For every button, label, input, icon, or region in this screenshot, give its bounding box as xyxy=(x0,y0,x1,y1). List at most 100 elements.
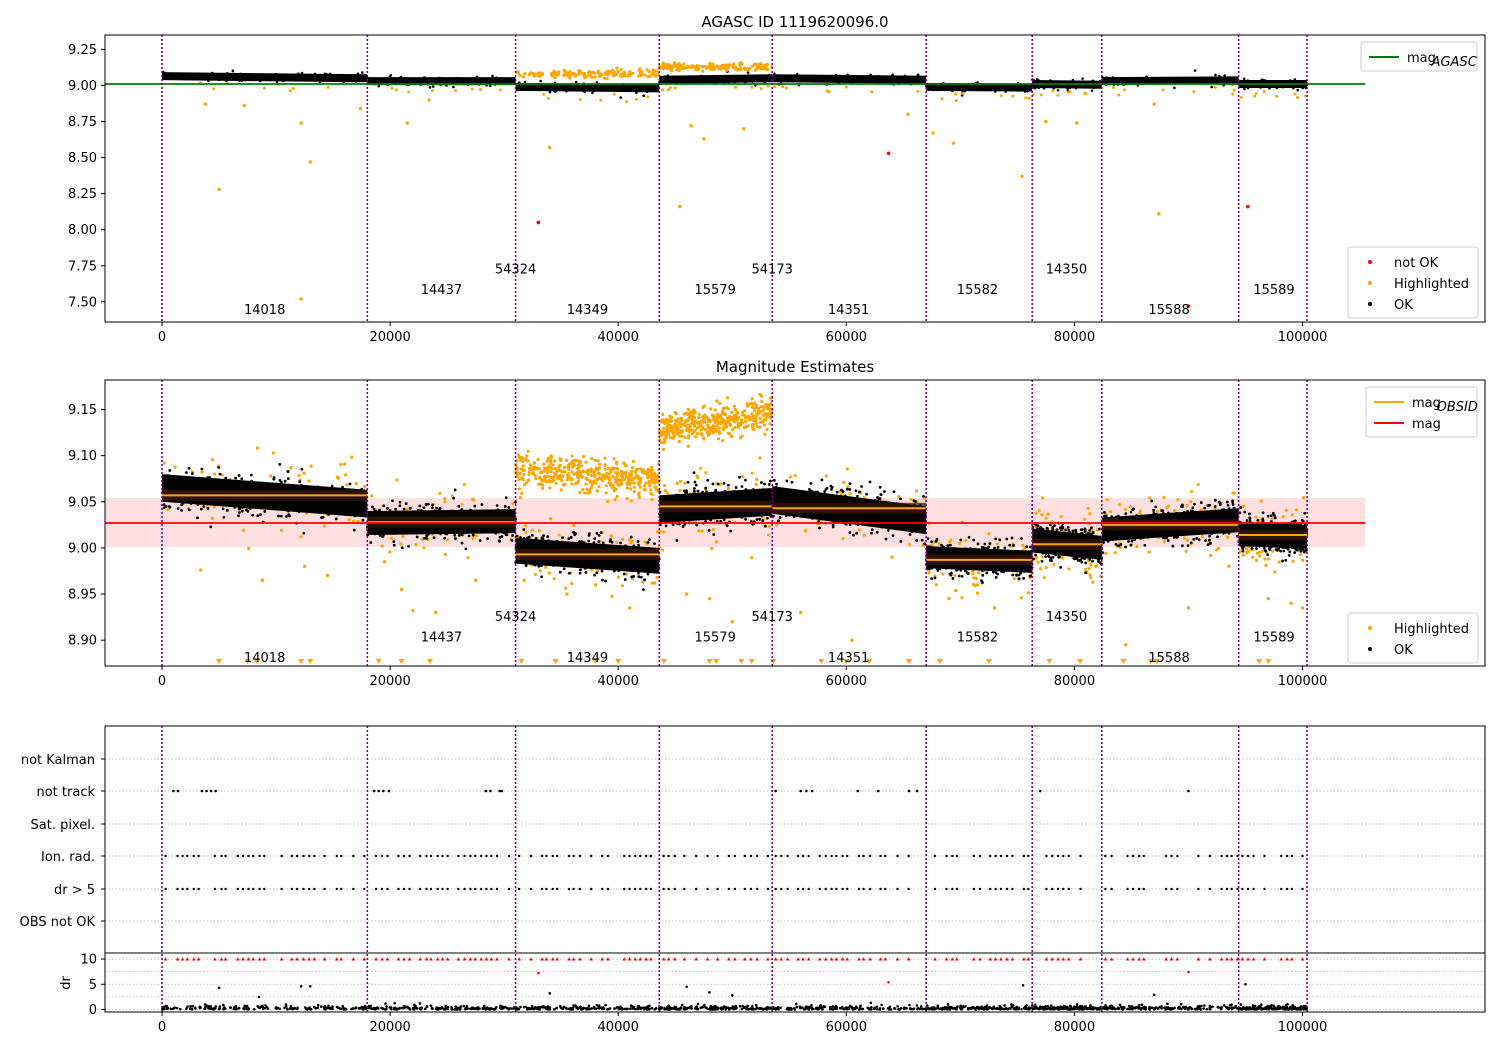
agasc-ok-point xyxy=(1145,75,1148,78)
agasc-highlighted-point xyxy=(682,66,686,70)
magnitude-ok-point xyxy=(187,466,191,470)
magnitude-ok-point xyxy=(356,503,360,507)
agasc-ok-point xyxy=(743,79,747,82)
magnitude-highlighted-point xyxy=(516,474,520,479)
agasc-panel-title: AGASC ID 1119620096.0 xyxy=(701,13,888,31)
magnitude-ok-point xyxy=(689,513,693,517)
agasc-y-tick-label: 7.50 xyxy=(68,295,97,310)
agasc-highlighted-point xyxy=(212,87,216,91)
agasc-ok-point xyxy=(677,79,681,83)
agasc-ok-point xyxy=(1203,79,1207,82)
agasc-highlighted-point xyxy=(638,67,642,71)
magnitude-ok-point xyxy=(502,527,506,531)
magnitude-ok-point xyxy=(477,513,481,516)
magnitude-highlighted-point xyxy=(562,465,567,470)
magnitude-ok-point xyxy=(642,588,645,592)
magnitude-ok-point xyxy=(399,512,403,516)
magnitude-ok-point xyxy=(341,485,344,489)
magnitude-ok-point xyxy=(181,482,185,486)
magnitude-highlighted-point xyxy=(654,485,658,490)
agasc-ok-point xyxy=(364,75,367,78)
magnitude-ok-point xyxy=(404,502,408,505)
magnitude-ok-point xyxy=(321,504,325,507)
agasc-ok-point xyxy=(716,76,720,80)
magnitude-highlighted-point xyxy=(542,462,546,466)
agasc-ok-point xyxy=(645,86,648,90)
magnitude-highlighted-point xyxy=(683,481,687,485)
magnitude-highlighted-point xyxy=(766,411,770,416)
magnitude-ok-point xyxy=(677,493,681,497)
magnitude-ok-point xyxy=(848,515,851,519)
magnitude-highlighted-point xyxy=(646,473,650,477)
agasc-ok-point xyxy=(324,72,328,76)
magnitude-highlighted-point xyxy=(551,478,556,482)
magnitude-ok-point xyxy=(696,489,700,493)
agasc-ok-point xyxy=(1172,79,1176,83)
magnitude-highlighted-point xyxy=(1026,591,1030,595)
agasc-ok-point xyxy=(954,88,958,92)
agasc-ok-point xyxy=(708,80,711,83)
magnitude-highlighted-point xyxy=(758,425,762,429)
magnitude-ok-point xyxy=(173,485,177,488)
magnitude-ok-point xyxy=(928,545,932,549)
magnitude-highlighted-point xyxy=(711,417,715,422)
magnitude-highlighted-point xyxy=(536,457,540,462)
magnitude-highlighted-point xyxy=(571,459,575,463)
magnitude-ok-point xyxy=(976,542,980,546)
magnitude-ok-point xyxy=(1004,569,1008,572)
magnitude-ok-point xyxy=(330,484,334,488)
magnitude-ok-point xyxy=(571,559,575,563)
agasc-ok-point xyxy=(849,76,853,80)
magnitude-ok-point xyxy=(304,500,307,504)
magnitude-highlighted-point xyxy=(675,423,680,427)
magnitude-ok-point xyxy=(870,531,874,535)
magnitude-ok-point xyxy=(391,499,394,503)
magnitude-ok-point xyxy=(998,538,1002,542)
magnitude-ok-point xyxy=(291,508,294,512)
magnitude-highlighted-point xyxy=(632,485,636,490)
agasc-ok-point xyxy=(1262,78,1265,82)
agasc-ok-point xyxy=(733,80,736,84)
magnitude-ok-point xyxy=(964,550,967,554)
magnitude-ok-point xyxy=(309,487,313,491)
magnitude-ok-point xyxy=(400,546,404,550)
magnitude-highlighted-point xyxy=(570,482,574,486)
magnitude-highlighted-point xyxy=(761,408,766,412)
agasc-ok-point xyxy=(225,71,229,75)
magnitude-ok-point xyxy=(892,490,896,494)
magnitude-ok-point xyxy=(691,496,695,500)
magnitude-ok-point xyxy=(724,493,728,497)
magnitude-ok-point xyxy=(981,573,985,577)
magnitude-ok-point xyxy=(250,479,254,483)
magnitude-ok-point xyxy=(310,502,314,505)
agasc-ok-point xyxy=(162,73,166,77)
agasc-ok-point xyxy=(865,78,868,81)
magnitude-ok-point xyxy=(586,560,590,564)
magnitude-highlighted-point xyxy=(721,438,725,443)
magnitude-ok-point xyxy=(957,574,961,578)
agasc-legend-top-label: mag xyxy=(1407,51,1436,66)
magnitude-highlighted-point xyxy=(736,425,740,430)
magnitude-ok-point xyxy=(498,535,502,539)
agasc-ok-point xyxy=(543,84,547,88)
magnitude-highlighted-point xyxy=(405,507,409,511)
agasc-ok-point xyxy=(600,85,604,89)
magnitude-highlighted-point xyxy=(538,475,542,479)
magnitude-highlighted-point xyxy=(695,431,699,436)
agasc-ok-point xyxy=(381,80,385,84)
magnitude-ok-point xyxy=(938,567,942,571)
magnitude-ok-point xyxy=(206,480,210,484)
magnitude-highlighted-point xyxy=(754,482,758,486)
magnitude-ok-point xyxy=(880,525,884,529)
magnitude-ok-point xyxy=(435,506,439,510)
magnitude-ok-point xyxy=(972,538,976,542)
magnitude-ok-point xyxy=(996,572,1000,576)
magnitude-ok-point xyxy=(600,569,604,573)
magnitude-ok-point xyxy=(675,539,679,542)
magnitude-ok-point xyxy=(361,507,365,511)
magnitude-ok-point xyxy=(187,508,191,512)
magnitude-ok-point xyxy=(244,508,248,512)
magnitude-highlighted-point xyxy=(665,425,669,430)
magnitude-ok-point xyxy=(301,485,304,489)
agasc-highlighted-point xyxy=(763,63,767,67)
